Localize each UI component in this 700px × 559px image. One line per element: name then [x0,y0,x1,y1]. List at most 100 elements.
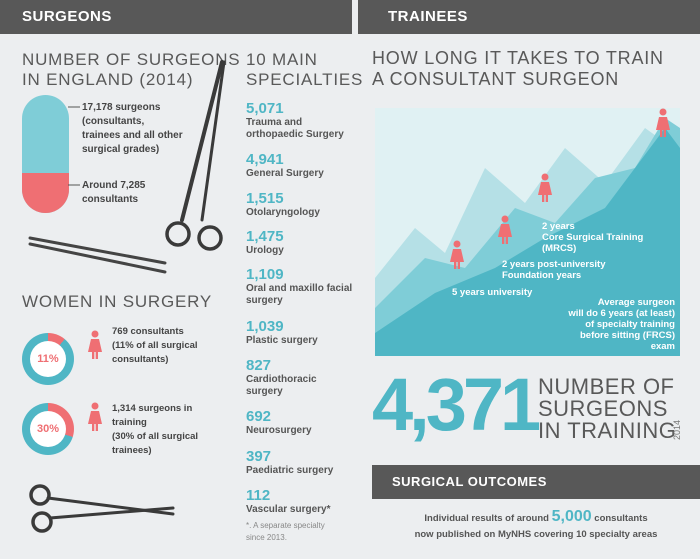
trainees-big-number: 4,371 [372,363,541,446]
trainees-header-text: TRAINEES [388,8,468,25]
title-line: IN ENGLAND (2014) [22,70,194,89]
step-line: 2 years post-university [502,259,606,270]
specialty-name: Vascular surgery* [246,504,331,515]
specialty-name: Otolaryngology [246,207,320,218]
specialty-item: 1,475 Urology [246,228,284,257]
specialty-name: General Surgery [246,168,324,179]
step-line: before sitting (FRCS) exam [580,330,675,352]
footnote-line: since 2013. [246,533,287,542]
step-university: 5 years university [452,287,532,298]
specialty-item: 4,941 General Surgery [246,151,324,180]
women-in-surgery-title: WOMEN IN SURGERY [22,292,213,311]
outcomes-line-1: Individual results of around 5,000 consu… [372,509,700,527]
specialty-name: Cardiothoracic [246,374,317,385]
specialty-name: Plastic surgery [246,335,318,346]
tweezers-icon [28,236,167,274]
outcomes-text-before: Individual results of around [424,513,549,524]
footnote-line: *. A separate specialty [246,521,325,530]
title-line: NUMBER OF SURGEONS [22,50,241,69]
women-trainees-text: 1,314 surgeons in training (30% of all s… [112,402,198,458]
step-line: Average surgeon [597,297,675,308]
outcomes-header: SURGICAL OUTCOMES [372,465,700,499]
specialty-number: 692 [246,408,272,425]
person-icon [656,108,670,137]
consultants-label: Around 7,285 consultants [82,179,145,207]
specialties-title: 10 MAIN SPECIALTIES [246,50,363,90]
label-line: (consultants, [82,116,145,127]
label-line: IN TRAINING [538,418,677,443]
specialty-number: 397 [246,448,272,465]
label-line: surgical grades) [82,144,160,155]
title-line: A CONSULTANT SURGEON [372,69,620,89]
label-line: NUMBER OF [538,374,675,399]
specialty-number: 1,039 [246,318,284,335]
total-surgeons-label: 17,178 surgeons (consultants, trainees a… [82,101,183,157]
surgeons-header-text: SURGEONS [22,8,112,25]
woman-icon [88,330,102,359]
specialty-name: orthopaedic Surgery [246,129,344,140]
specialty-name: Neurosurgery [246,425,312,436]
specialty-name: Trauma and [246,117,303,128]
step-line: of specialty training [585,319,675,330]
specialty-number: 112 [246,487,271,504]
text-line: training [112,417,147,428]
person-icon [498,215,512,244]
person-icon [538,173,552,202]
specialty-item: 397 Paediatric surgery [246,448,333,477]
label-line: consultants [82,194,139,205]
specialty-item: 692 Neurosurgery [246,408,312,437]
training-mountain-graphic [375,108,680,356]
mountain-svg [375,118,680,356]
step-line: will do 6 years (at least) [568,308,675,319]
title-line: 10 MAIN [246,50,318,69]
outcomes-text: Individual results of around 5,000 consu… [372,509,700,543]
step-specialty-training: Average surgeon will do 6 years (at leas… [565,297,675,352]
label-line: trainees and all other [82,130,183,141]
number-of-surgeons-title: NUMBER OF SURGEONS IN ENGLAND (2014) [22,50,240,90]
label-line: SURGEONS [538,396,668,421]
person-icon [450,240,464,269]
step-line: Core Surgical Training [542,232,644,243]
specialty-item: 5,071 Trauma and orthopaedic Surgery [246,100,344,141]
donut-percent: 11% [30,341,66,377]
specialty-number: 4,941 [246,151,284,168]
outcomes-header-text: SURGICAL OUTCOMES [392,474,547,489]
year-label: 2014 [672,420,682,441]
women-consultants-text: 769 consultants (11% of all surgical con… [112,325,198,367]
text-line: 769 consultants [112,326,184,337]
surgeons-header: SURGEONS [0,0,352,34]
trainees-number-label: NUMBER OF SURGEONS IN TRAINING [538,376,676,442]
donut-percent: 30% [30,411,66,447]
text-line: 1,314 surgeons in [112,403,193,414]
training-title: HOW LONG IT TAKES TO TRAIN A CONSULTANT … [372,48,664,90]
text-line: consultants) [112,354,169,365]
women-trainees-donut: 30% [22,403,74,455]
pill-leader-lines [68,106,80,186]
specialty-item: 1,109 Oral and maxillo facial surgery [246,266,352,307]
outcomes-text-after: consultants [594,513,648,524]
scissors-icon [29,484,175,533]
specialty-number: 827 [246,357,272,374]
forceps-icon [165,60,226,251]
specialty-name: Oral and maxillo facial [246,283,353,294]
label-line: 17,178 surgeons [82,102,161,113]
specialty-name: Paediatric surgery [246,465,334,476]
outcomes-line-2: now published on MyNHS covering 10 speci… [414,529,658,540]
text-line: (11% of all surgical [112,340,198,351]
woman-icon [88,402,102,431]
women-consultants-donut: 11% [22,333,74,385]
text-line: (30% of all surgical [112,431,199,442]
step-line: 5 years university [452,287,533,298]
trainees-header: TRAINEES [358,0,700,34]
step-line: 2 years [542,221,575,232]
specialty-number: 1,475 [246,228,284,245]
consultants-portion [22,173,69,213]
specialty-name: Urology [246,245,284,256]
title-line: SPECIALTIES [246,70,364,89]
specialty-footnote: *. A separate specialty since 2013. [246,520,325,544]
specialty-item: 112 Vascular surgery* [246,487,331,516]
step-line: (MRCS) [542,243,577,254]
specialty-item: 827 Cardiothoracic surgery [246,357,317,398]
surgeons-pill-graphic [22,95,69,213]
specialty-name: surgery [246,386,283,397]
